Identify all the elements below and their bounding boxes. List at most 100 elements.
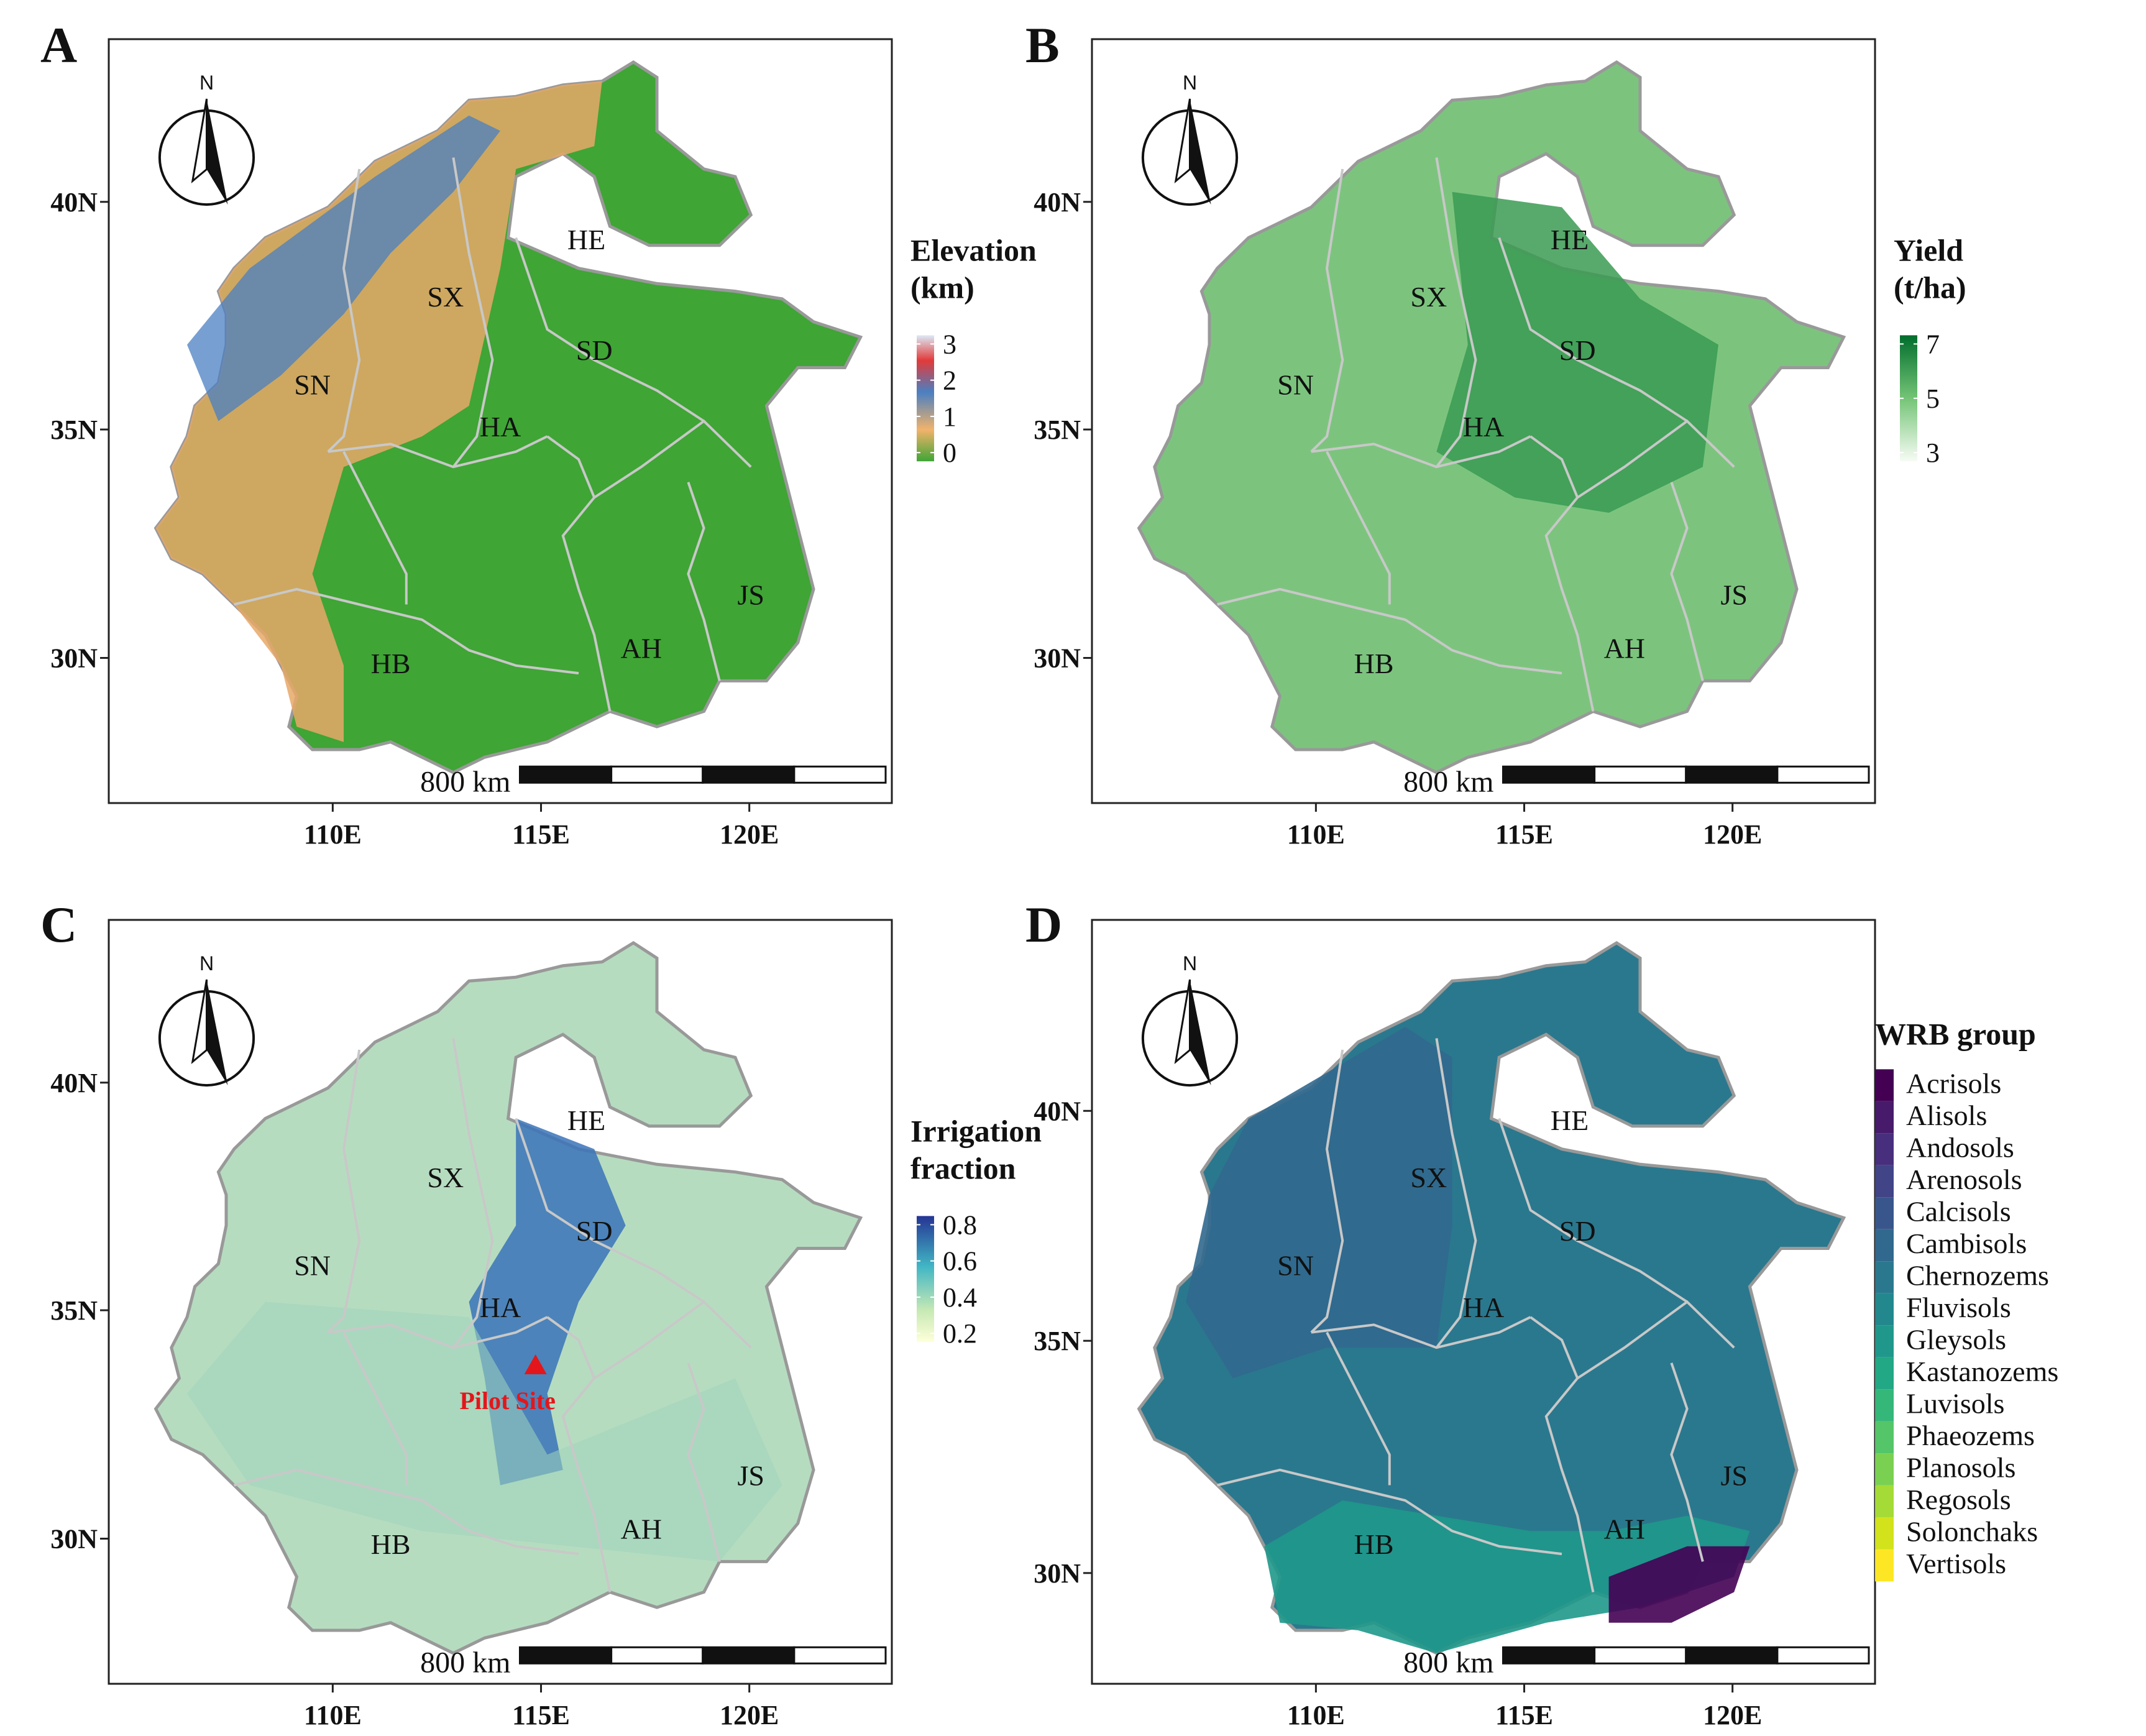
panel-letter: A [40, 17, 77, 73]
wrb-label: Fluvisols [1906, 1292, 2011, 1323]
panel-d: D HE SX SD SN HA JS HB AH N 800 km 110E 115E 120E 40N 3… [1025, 896, 2058, 1730]
wrb-label: Chernozems [1906, 1259, 2049, 1291]
province-label-hb: HB [1354, 1528, 1394, 1560]
legend-title: Yield [1894, 232, 1963, 267]
scale-bar [1502, 1646, 1870, 1665]
province-border [342, 451, 408, 605]
legend-title: (km) [910, 270, 974, 305]
wrb-label: Alisols [1906, 1100, 1987, 1131]
province-label-sn: SN [1277, 369, 1314, 401]
lon-tick-label: 110E [304, 819, 362, 850]
province-label-js: JS [737, 1460, 764, 1492]
colorbar-tick-label: 0.8 [943, 1210, 977, 1240]
legend: Elevation(km) 3 2 1 0 [910, 232, 1037, 468]
province-border [1670, 482, 1704, 681]
lat-tick-label: 35N [50, 415, 98, 445]
north-label: N [199, 71, 214, 94]
wrb-swatch [1875, 1421, 1894, 1454]
wrb-swatch [1875, 1325, 1894, 1357]
lon-tick-label: 120E [1703, 819, 1762, 850]
province-border [1435, 157, 1477, 468]
wrb-swatch [1875, 1197, 1894, 1229]
highland-area [155, 81, 602, 742]
province-label-hb: HB [1354, 648, 1394, 679]
north-arrow-icon [1141, 979, 1239, 1087]
scale-label: 800 km [1403, 765, 1493, 798]
wrb-label: Calcisols [1906, 1195, 2011, 1227]
wrb-label: Planosols [1906, 1451, 2015, 1483]
lon-tick-label: 115E [512, 819, 570, 850]
province-label-sn: SN [294, 1250, 331, 1282]
province-border [342, 1331, 408, 1486]
wrb-label: Luvisols [1906, 1387, 2004, 1419]
lon-tick-label: 110E [304, 1700, 362, 1730]
province-label-sx: SX [1410, 281, 1447, 313]
province-label-hb: HB [371, 1528, 411, 1560]
province-label-sn: SN [1277, 1250, 1314, 1282]
lat-tick-label: 35N [1034, 1326, 1081, 1356]
province-border [1217, 1468, 1562, 1556]
lat-tick-label: 30N [50, 1523, 98, 1554]
province-label-js: JS [1720, 579, 1747, 611]
province-border [1498, 1118, 1688, 1303]
north-arrow-icon [1141, 98, 1239, 206]
wrb-swatch [1875, 1357, 1894, 1390]
lon-tick-label: 110E [1287, 1700, 1345, 1730]
colorbar-tick-label: 0.2 [943, 1318, 977, 1349]
province-border [687, 1362, 721, 1562]
wrb-swatch [1875, 1101, 1894, 1134]
province-border [1544, 497, 1595, 712]
colorbar [917, 1216, 934, 1343]
wrb-swatch [1875, 1389, 1894, 1421]
wrb-swatch [1875, 1165, 1894, 1198]
wrb-legend: WRB group AcrisolsAlisolsAndosolsArenosol… [1875, 1016, 2058, 1582]
colorbar-tick-label: 2 [943, 365, 956, 396]
scale-bar [1502, 765, 1870, 784]
colorbar-tick-label: 1 [943, 402, 956, 432]
lat-tick-label: 40N [1034, 1096, 1081, 1126]
scale-label: 800 km [420, 1646, 510, 1679]
province-border [561, 497, 612, 712]
wrb-label: Vertisols [1906, 1548, 2006, 1579]
legend-title: Elevation [910, 232, 1037, 267]
province-label-sx: SX [427, 281, 464, 313]
wrb-label: Kastanozems [1906, 1356, 2058, 1387]
province-border [1529, 1300, 1735, 1380]
province-border [546, 419, 752, 500]
wrb-label: Gleysols [1906, 1323, 2006, 1355]
high-yield-area [1436, 191, 1718, 513]
panel-letter: C [40, 896, 77, 953]
lat-tick-label: 35N [1034, 415, 1081, 445]
panel-c: C HE SX SD SN HA JS HB AH N 800 km 110E 115E 120E 40N 3… [40, 896, 1042, 1730]
province-border [1310, 168, 1344, 453]
mid-irrigation-area [187, 1302, 782, 1562]
soil-zone [1186, 1027, 1452, 1379]
province-label-he: HE [567, 224, 605, 255]
province-border [327, 1049, 361, 1334]
province-label-sd: SD [1559, 1215, 1596, 1247]
panel-b: B HE SX SD SN HA JS HB AH N 800 km 110E 115E 120E 40N 3… [1025, 17, 1966, 850]
panel-letter: B [1025, 17, 1060, 73]
wrb-label: Acrisols [1906, 1067, 2001, 1099]
province-label-ha: HA [1463, 411, 1504, 443]
north-arrow-icon [158, 979, 255, 1087]
wrb-swatch [1875, 1133, 1894, 1165]
legend-title: fraction [910, 1150, 1016, 1185]
province-border [1529, 419, 1735, 500]
panel-a: A HE SX SD SN HA JS HB AH N 800 km 110E 115E 120E 40N 3… [40, 17, 1037, 850]
province-border [1311, 435, 1531, 469]
province-border [1435, 1038, 1477, 1349]
province-label-ah: AH [1604, 1513, 1645, 1545]
wrb-label: Solonchaks [1906, 1515, 2038, 1547]
north-label: N [1183, 71, 1197, 94]
colorbar-tick-label: 0.4 [943, 1282, 977, 1313]
scale-label: 800 km [420, 765, 510, 798]
legend-title: WRB group [1875, 1016, 2036, 1051]
province-border [328, 435, 548, 469]
lat-tick-label: 35N [50, 1295, 98, 1326]
province-border [546, 1300, 752, 1380]
province-label-he: HE [1551, 1105, 1589, 1136]
province-label-ah: AH [1604, 633, 1645, 664]
province-label-sn: SN [294, 369, 331, 401]
